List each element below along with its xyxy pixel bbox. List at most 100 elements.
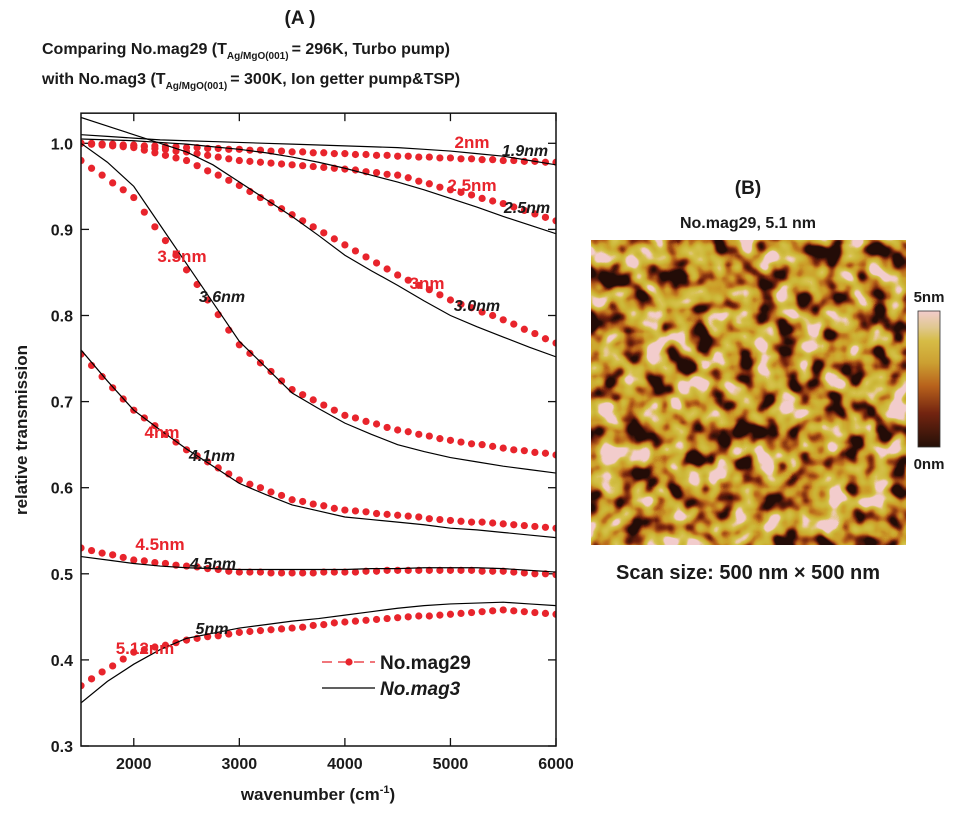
- data-point: [446, 436, 455, 444]
- data-point: [161, 559, 170, 568]
- data-point: [225, 155, 233, 163]
- data-line: [81, 134, 556, 166]
- data-point: [119, 655, 127, 663]
- panel-label: (A ): [285, 8, 316, 29]
- data-point: [446, 566, 455, 574]
- data-point: [140, 645, 148, 654]
- data-point: [267, 626, 275, 634]
- data-point: [489, 156, 497, 164]
- data-point: [214, 171, 222, 179]
- data-point: [372, 615, 381, 624]
- x-label-superscript: -1: [380, 784, 390, 796]
- data-point: [415, 153, 423, 161]
- data-point: [436, 291, 444, 299]
- data-point: [182, 156, 191, 165]
- data-point: [394, 511, 402, 519]
- data-point: [109, 662, 117, 670]
- data-point: [467, 518, 476, 526]
- data-line: [81, 601, 556, 704]
- data-point: [499, 606, 507, 614]
- data-point: [372, 420, 381, 428]
- data-point: [225, 630, 233, 638]
- data-point: [467, 566, 476, 574]
- data-point: [541, 449, 550, 457]
- data-point: [478, 441, 486, 449]
- data-point: [489, 311, 497, 320]
- data-point: [119, 553, 127, 562]
- data-point: [467, 191, 476, 199]
- data-point: [341, 241, 349, 249]
- curve-label: 3nm: [410, 274, 445, 293]
- curve-label: 1.9nm: [502, 143, 548, 160]
- data-point: [552, 339, 556, 347]
- data-point: [161, 151, 170, 159]
- data-point: [151, 149, 159, 157]
- curve-label: 4.1nm: [188, 448, 235, 465]
- data-point: [351, 247, 360, 255]
- data-point: [552, 217, 556, 225]
- data-point: [341, 568, 349, 576]
- y-tick-label: 0.3: [51, 739, 73, 756]
- data-point: [267, 569, 275, 577]
- data-point: [383, 614, 391, 623]
- data-point: [288, 148, 296, 156]
- data-point: [436, 435, 444, 443]
- data-point: [478, 156, 486, 164]
- data-point: [510, 607, 518, 615]
- data-point: [330, 504, 338, 512]
- data-point: [467, 155, 476, 163]
- data-point: [552, 451, 556, 459]
- data-point: [204, 167, 212, 175]
- data-point: [446, 296, 455, 304]
- x-tick-label: 2000: [116, 756, 152, 773]
- x-tick-label: 5000: [433, 756, 469, 773]
- data-point: [341, 618, 349, 626]
- x-axis-label: wavenumber (cm-1): [240, 784, 395, 804]
- data-point: [277, 491, 286, 500]
- title-part: = 296K, Turbo pump): [292, 41, 450, 58]
- curve-label: 2nm: [455, 133, 490, 152]
- curve-label: 4.5nm: [135, 535, 184, 554]
- title-subscript: Ag/MgO(001): [227, 51, 289, 62]
- data-point: [288, 161, 296, 169]
- data-point: [140, 557, 148, 565]
- data-point: [394, 171, 402, 179]
- data-point: [320, 149, 328, 157]
- data-point: [87, 140, 96, 148]
- data-point: [182, 266, 191, 274]
- data-point: [309, 500, 317, 508]
- data-line: [81, 555, 556, 573]
- data-point: [489, 197, 497, 205]
- y-tick-label: 0.9: [51, 222, 73, 239]
- data-point: [467, 608, 476, 617]
- y-tick-label: 0.5: [51, 567, 73, 584]
- data-point: [499, 444, 507, 452]
- data-point: [246, 157, 254, 165]
- data-point: [394, 426, 402, 434]
- plot-frame: [80, 112, 557, 747]
- data-point: [520, 447, 528, 455]
- curve-label: 4nm: [145, 423, 180, 442]
- data-point: [81, 682, 85, 690]
- curve-label: 2.5nm: [503, 200, 550, 217]
- data-point: [246, 568, 254, 576]
- data-point: [415, 513, 423, 521]
- data-point: [552, 571, 556, 579]
- data-point: [172, 251, 180, 259]
- curve-label: 3.0nm: [454, 298, 500, 315]
- title-part: = 300K, Ion getter pump&TSP): [230, 71, 460, 88]
- data-point: [277, 160, 286, 168]
- data-point: [457, 517, 465, 525]
- data-point: [309, 162, 317, 171]
- data-point: [436, 566, 444, 574]
- data-point: [436, 611, 444, 619]
- data-point: [309, 621, 317, 630]
- data-point: [467, 304, 476, 312]
- data-point: [499, 520, 507, 528]
- x-label-part: ): [390, 785, 396, 804]
- data-point: [204, 151, 212, 159]
- data-point: [341, 411, 349, 419]
- data-point: [489, 442, 497, 450]
- data-point: [235, 181, 243, 190]
- colorbar-max-label: 5nm: [914, 289, 945, 306]
